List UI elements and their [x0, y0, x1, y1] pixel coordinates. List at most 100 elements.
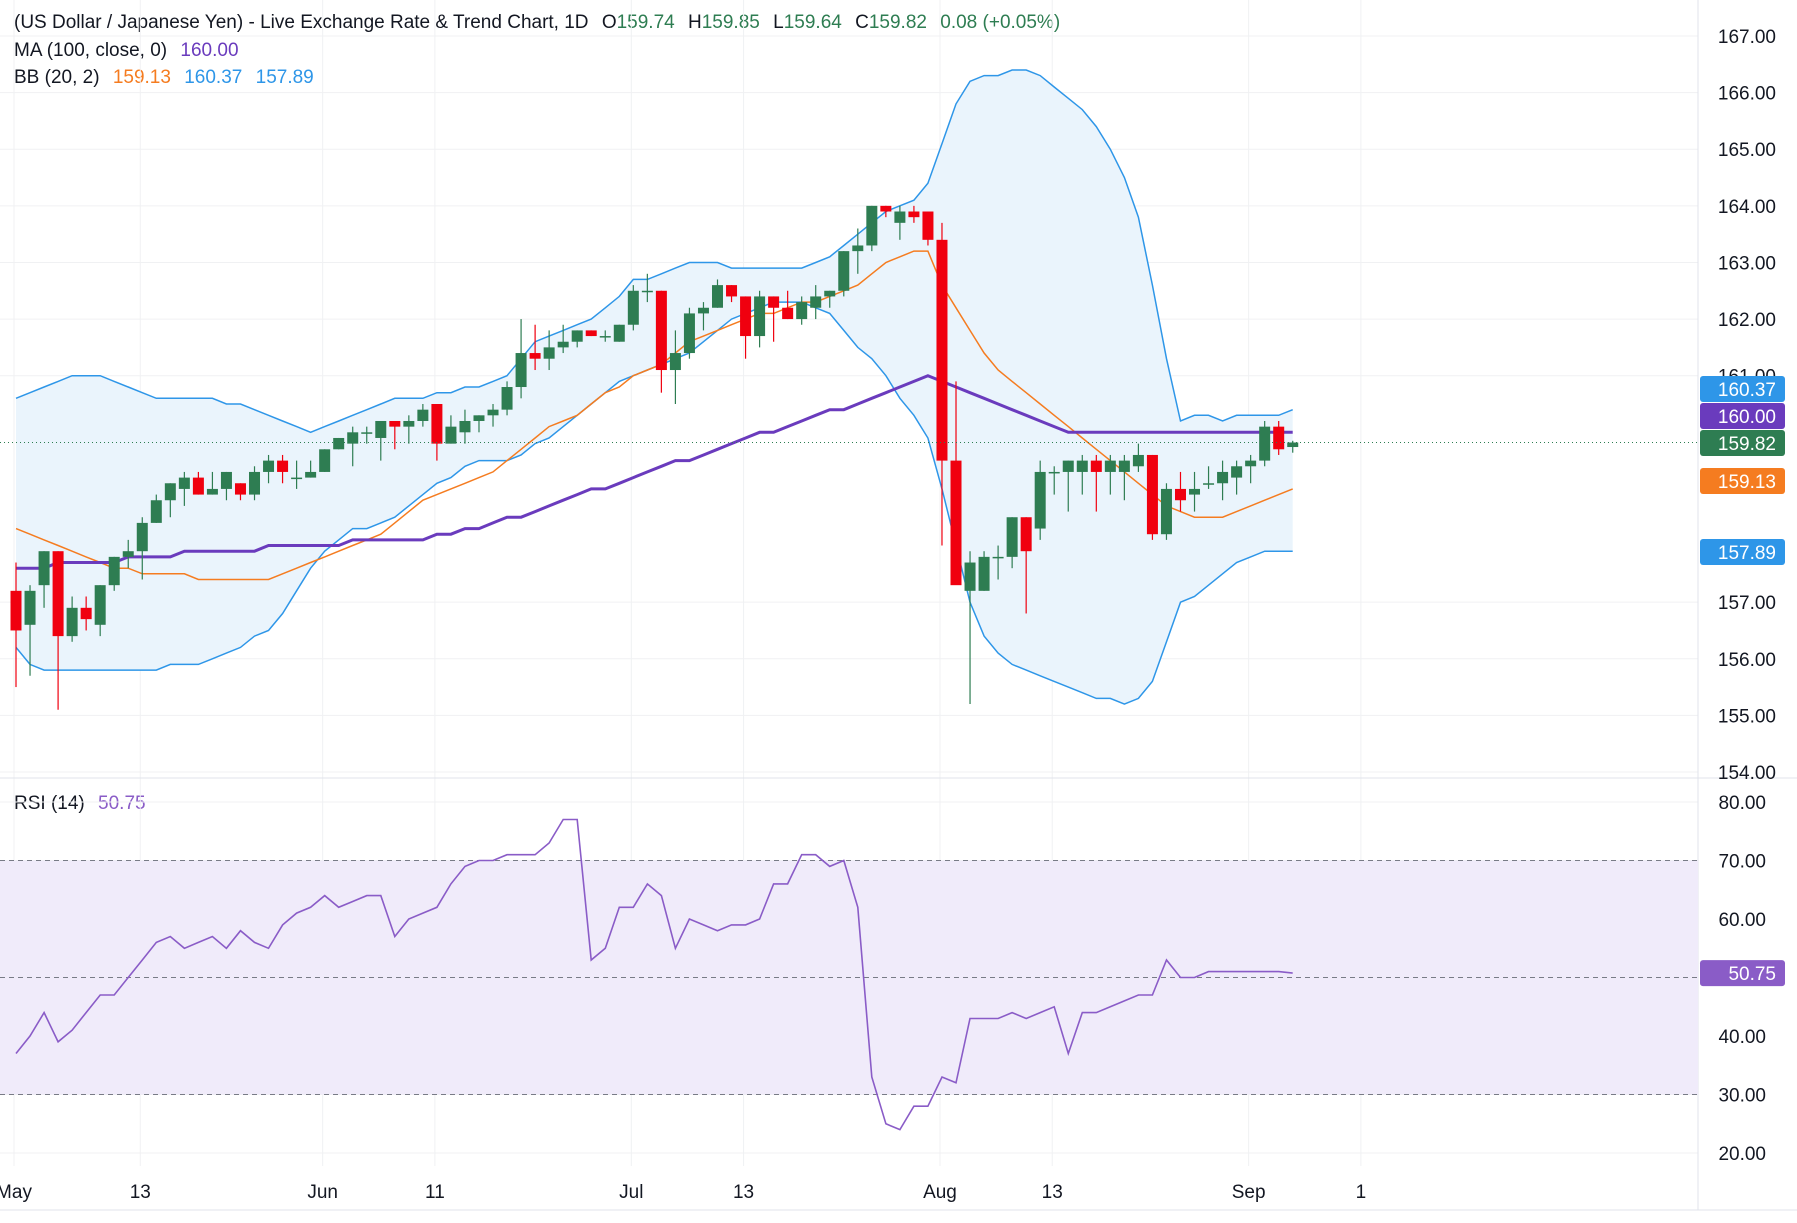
ma-tag: 160.00: [1718, 407, 1776, 428]
candle-body: [936, 239, 948, 461]
candle-body: [810, 296, 822, 308]
header-legend: (US Dollar / Japanese Yen) - Live Exchan…: [14, 12, 1068, 34]
candle-body: [305, 471, 317, 478]
candle-body: [333, 437, 345, 450]
candle-body: [192, 477, 204, 495]
bb-lower-tag: 157.89: [1718, 543, 1776, 564]
open-label: O: [601, 12, 617, 33]
candle-body: [1146, 454, 1158, 535]
candle-body: [697, 307, 709, 314]
candle-body: [543, 347, 555, 359]
low-value: 159.64: [783, 12, 842, 33]
candle-body: [852, 245, 864, 252]
candle-body: [122, 551, 134, 557]
bb-legend-basis: 159.13: [112, 67, 171, 88]
bb-band-fill: [16, 70, 1293, 705]
close-value: 159.82: [868, 12, 927, 33]
price-tick-label: 166.00: [1718, 84, 1776, 105]
candle-body: [627, 290, 639, 325]
candle-body: [263, 460, 275, 472]
last-price-tag-bg: [1700, 430, 1785, 456]
candle-body: [52, 551, 64, 637]
rsi-legend: RSI (14) 50.75: [14, 793, 154, 815]
candle-body: [1034, 471, 1046, 529]
candle-body: [1174, 488, 1186, 501]
bb-basis-tag-bg: [1700, 468, 1785, 494]
candle-body: [1076, 460, 1088, 472]
price-tick-label: 167.00: [1718, 27, 1776, 48]
candle-body: [1160, 488, 1172, 535]
bb-upper-tag: 160.37: [1718, 380, 1776, 401]
candle-body: [964, 562, 976, 591]
chart-title: (US Dollar / Japanese Yen) - Live Exchan…: [14, 12, 589, 33]
candle-body: [234, 483, 246, 495]
candle-body: [38, 551, 50, 586]
candle-body: [220, 471, 232, 489]
candle-body: [683, 313, 695, 354]
candle-body: [599, 336, 611, 338]
candle-body: [1062, 460, 1074, 472]
candle-body: [557, 341, 569, 348]
candle-body: [375, 420, 387, 438]
candle-body: [1118, 460, 1130, 472]
rsi-last-tag-bg: [1700, 960, 1785, 987]
candle-body: [80, 607, 92, 620]
candle-body: [1217, 471, 1229, 484]
candle-body: [1090, 460, 1102, 472]
candle-body: [515, 353, 527, 388]
time-tick-label: Jun: [307, 1182, 338, 1203]
candle-body: [894, 211, 906, 223]
rsi-tick-label: 30.00: [1718, 1086, 1766, 1107]
candle-body: [585, 330, 597, 337]
candle-body: [164, 483, 176, 501]
candle-body: [136, 522, 148, 552]
price-tick-label: 156.00: [1718, 650, 1776, 671]
candle-body: [319, 449, 331, 472]
rsi-legend-value: 50.75: [98, 793, 146, 814]
candle-body: [1132, 454, 1144, 467]
candle-body: [24, 590, 36, 625]
candle-body: [655, 290, 667, 371]
candle-body: [529, 353, 541, 359]
time-tick-label: Sep: [1232, 1182, 1266, 1203]
candle-body: [838, 251, 850, 291]
bb-legend-label: BB (20, 2): [14, 67, 100, 88]
candle-body: [473, 415, 485, 421]
candle-body: [992, 556, 1004, 559]
ma-legend-label: MA (100, close, 0): [14, 40, 168, 61]
candle-body: [726, 285, 738, 297]
bb-upper-tag-bg: [1700, 376, 1785, 402]
candle-body: [1287, 442, 1299, 448]
time-tick-label: 13: [733, 1182, 754, 1203]
candle-body: [361, 432, 373, 434]
high-value: 159.85: [701, 12, 760, 33]
bb-basis-line: [15, 250, 1293, 581]
candle-body: [1245, 460, 1257, 467]
candle-body: [824, 290, 836, 297]
candle-body: [908, 211, 920, 218]
candle-body: [277, 460, 289, 472]
candle-body: [796, 302, 808, 320]
candle-body: [10, 590, 22, 631]
candle-body: [669, 353, 681, 371]
candle-body: [641, 290, 653, 293]
bb-lower-tag-bg: [1700, 539, 1785, 565]
bb-legend-lower: 157.89: [255, 67, 314, 88]
price-tick-label: 155.00: [1718, 706, 1776, 727]
change-value: 0.08 (+0.05%): [940, 12, 1061, 33]
candle-body: [1259, 426, 1271, 461]
time-tick-label: Aug: [923, 1182, 957, 1203]
candle-body: [866, 205, 878, 246]
candle-body: [389, 420, 401, 427]
price-tick-label: 162.00: [1718, 310, 1776, 331]
price-tick-label: 164.00: [1718, 197, 1776, 218]
rsi-tick-label: 70.00: [1718, 852, 1766, 873]
bb-upper-line: [15, 69, 1293, 434]
candle-body: [347, 432, 359, 444]
candle-body: [487, 409, 499, 416]
rsi-line: [15, 818, 1293, 1131]
time-tick-label: 11: [425, 1182, 445, 1203]
candle-body: [417, 409, 429, 421]
candle-body: [950, 460, 962, 586]
